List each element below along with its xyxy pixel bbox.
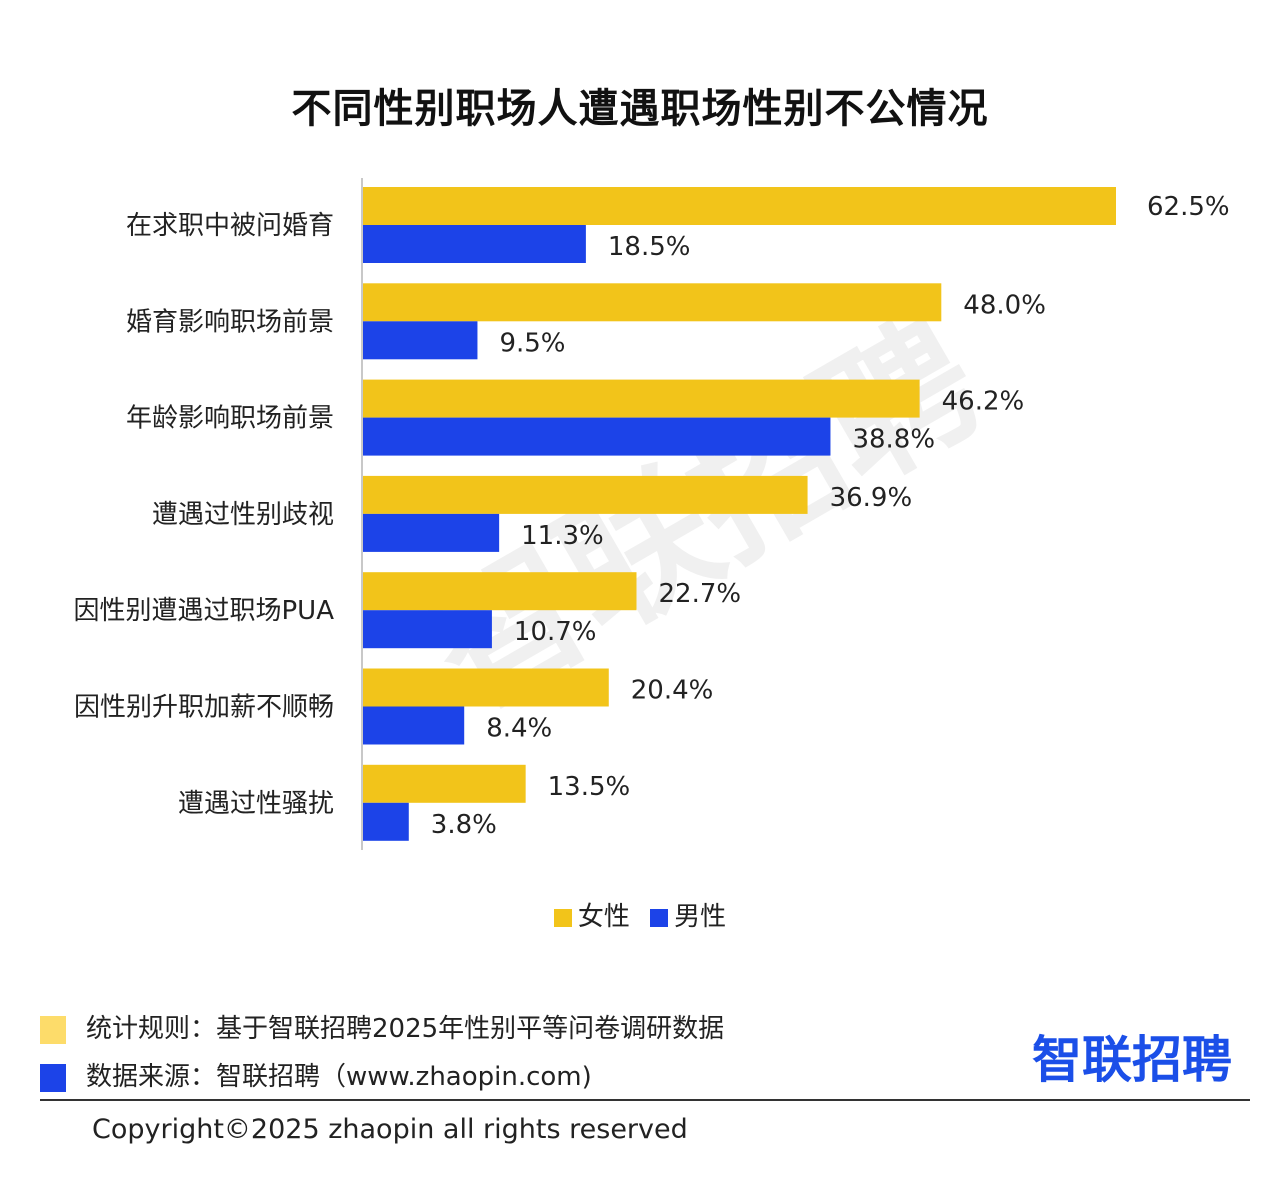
bar-female-cat-2 [363,283,942,322]
legend-label-female: 女性 [577,902,630,932]
legend-swatch-female [553,908,572,927]
bar-female-cat-3 [363,379,920,418]
bar-female-cat-1 [363,187,1116,225]
bar-male-cat-5 [363,610,492,649]
legend-swatch-male [650,908,669,927]
data-label-male-cat-1: 18.5% [608,232,691,262]
data-label-male-cat-5: 10.7% [514,617,597,647]
data-label-female-cat-1: 62.5% [1147,192,1230,222]
bar-male-cat-2 [363,321,478,360]
footnote-source-swatch [40,1063,66,1092]
data-label-male-cat-2: 9.5% [499,328,565,358]
bar-female-cat-6 [363,668,609,707]
data-label-female-cat-3: 46.2% [942,387,1025,417]
bar-chart: 智联招聘 在求职中被问婚育62.5%18.5%婚育影响职场前景48.0%9.5%… [74,178,1230,850]
bar-female-cat-7 [363,764,526,803]
footnote-rule: 统计规则：基于智联招聘2025年性别平等问卷调研数据 [40,1008,724,1045]
bar-male-cat-3 [363,417,831,456]
category-label-cat-5: 因性别遭遇过职场PUA [74,596,335,626]
category-label-cat-7: 遭遇过性骚扰 [178,789,334,819]
data-label-female-cat-4: 36.9% [830,483,913,513]
bar-male-cat-1 [363,225,586,263]
legend-item-female: 女性 [553,896,630,933]
bar-male-cat-6 [363,706,465,745]
bar-male-cat-4 [363,513,500,552]
footer-divider [40,1099,1250,1101]
bar-female-cat-5 [363,572,637,611]
chart-title: 不同性别职场人遭遇职场性别不公情况 [291,86,989,132]
category-label-cat-6: 因性别升职加薪不顺畅 [74,693,334,723]
data-label-male-cat-7: 3.8% [431,810,497,840]
legend-label-male: 男性 [674,902,727,932]
data-label-female-cat-5: 22.7% [658,579,741,609]
brand-logo: 智联招聘 [1032,1031,1232,1089]
data-label-male-cat-4: 11.3% [521,521,604,551]
footnote-source-text: 数据来源：智联招聘（www.zhaopin.com) [86,1062,592,1092]
legend: 女性 男性 [0,896,1280,933]
data-label-female-cat-2: 48.0% [963,290,1046,320]
data-label-male-cat-3: 38.8% [852,425,935,455]
category-label-cat-2: 婚育影响职场前景 [126,307,334,337]
legend-item-male: 男性 [650,896,726,933]
copyright-text: Copyright©2025 zhaopin all rights reserv… [92,1114,688,1145]
bar-female-cat-4 [363,475,808,514]
data-label-female-cat-6: 20.4% [631,676,714,706]
footnote-source: 数据来源：智联招聘（www.zhaopin.com) [40,1056,592,1093]
footnote-rule-text: 统计规则：基于智联招聘2025年性别平等问卷调研数据 [86,1014,725,1044]
data-label-female-cat-7: 13.5% [548,772,631,802]
category-label-cat-4: 遭遇过性别歧视 [152,500,334,530]
category-label-cat-3: 年龄影响职场前景 [126,404,334,434]
category-label-cat-1: 在求职中被问婚育 [126,211,334,241]
bar-male-cat-7 [363,802,409,841]
footnote-rule-swatch [40,1015,66,1044]
data-label-male-cat-6: 8.4% [486,714,552,744]
